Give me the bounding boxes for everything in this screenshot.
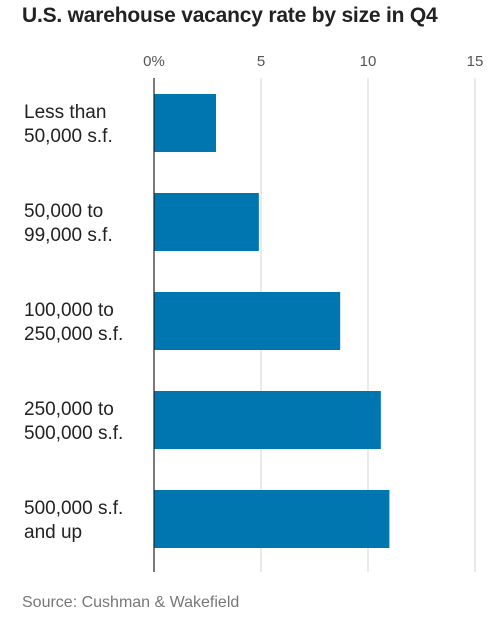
bar — [154, 391, 381, 449]
bars — [154, 94, 390, 548]
category-label: 50,000 to 99,000 s.f. — [24, 201, 113, 246]
x-tick-label: 15 — [467, 53, 484, 70]
category-label: Less than 50,000 s.f. — [24, 102, 113, 147]
category-labels: Less than 50,000 s.f. 50,000 to 99,000 s.f.… — [24, 102, 123, 543]
category-label: 250,000 to 500,000 s.f. — [24, 399, 123, 444]
chart-title: U.S. warehouse vacancy rate by size in Q… — [22, 4, 438, 27]
x-tick-label: 10 — [360, 53, 377, 70]
x-tick-label: 5 — [257, 53, 265, 70]
bar — [154, 193, 259, 251]
source-note: Source: Cushman & Wakefield — [22, 594, 240, 611]
bar — [154, 94, 217, 152]
x-tick-label: 0% — [143, 53, 165, 70]
bar — [154, 292, 341, 350]
x-axis-tick-labels: 0% 5 10 15 — [143, 53, 483, 70]
category-label: 100,000 to 250,000 s.f. — [24, 300, 123, 345]
category-label: 500,000 s.f. and up — [24, 498, 123, 543]
bar — [154, 490, 390, 548]
